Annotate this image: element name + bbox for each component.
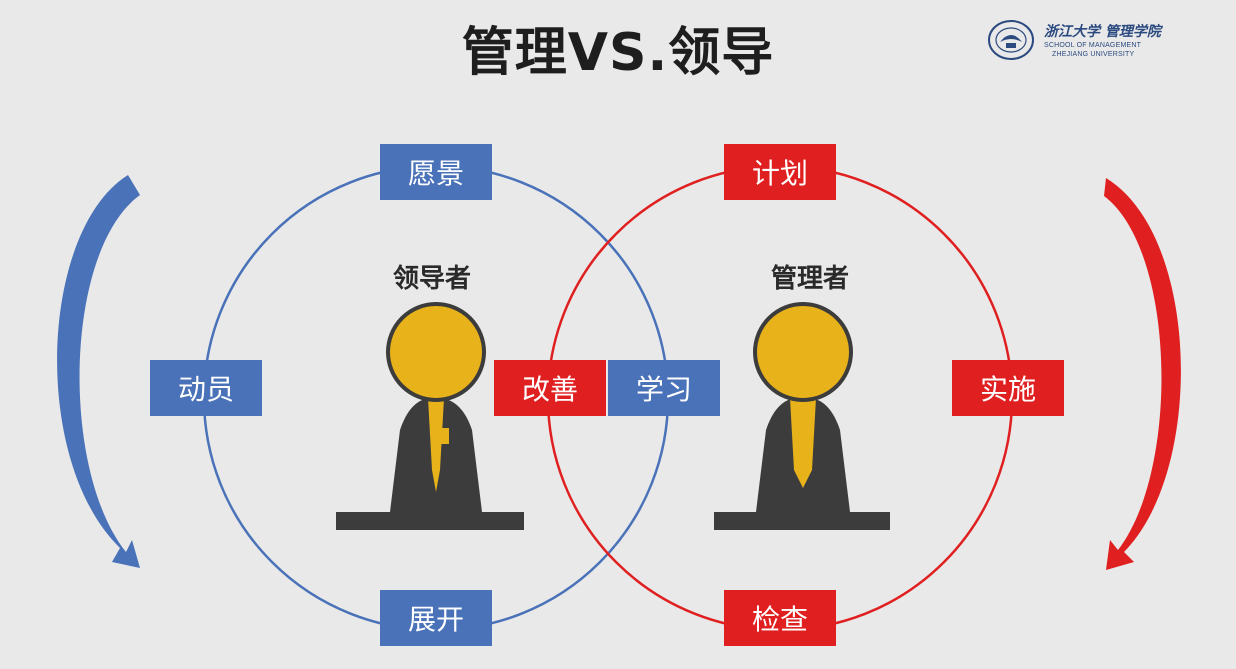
leader-label: 领导者 (392, 264, 471, 294)
leader-figure-icon (336, 302, 524, 530)
manager-step-do: 实施 (952, 360, 1064, 416)
manager-step-improve: 改善 (494, 360, 606, 416)
logo-english-line1: SCHOOL OF MANAGEMENT (1044, 42, 1142, 49)
leader-step-deploy: 展开 (380, 590, 492, 646)
leader-step-learn: 学习 (608, 360, 720, 416)
logo-chinese-name: 浙江大学 管理学院 (1044, 24, 1161, 40)
manager-label: 管理者 (770, 264, 849, 294)
leader-step-vision: 愿景 (380, 144, 492, 200)
leader-cycle-arrow-icon (57, 175, 140, 568)
seal-icon (988, 20, 1034, 60)
manager-cycle-arrow-icon (1104, 178, 1181, 570)
manager-step-check: 检查 (724, 590, 836, 646)
university-logo: 浙江大学 管理学院 SCHOOL OF MANAGEMENT ZHEJIANG … (986, 18, 1186, 62)
logo-english-line2: ZHEJIANG UNIVERSITY (1052, 51, 1135, 58)
manager-figure-icon (714, 302, 890, 530)
leader-step-mobilize: 动员 (150, 360, 262, 416)
page-title: 管理VS.领导 (461, 23, 775, 83)
manager-step-plan: 计划 (724, 144, 836, 200)
